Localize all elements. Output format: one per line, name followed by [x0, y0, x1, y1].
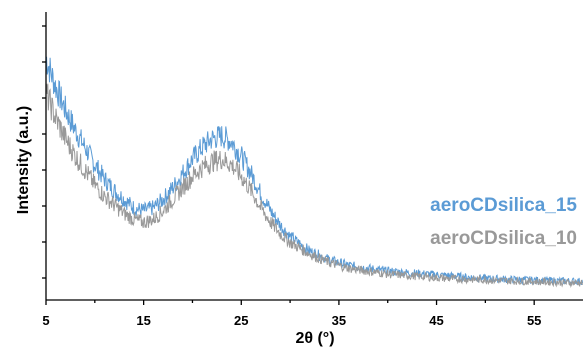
series-line-aerocdsilica-15 — [45, 56, 583, 287]
x-tick-label: 55 — [527, 313, 541, 328]
legend-label-aerocdsilica-15: aeroCDsilica_15 — [430, 195, 577, 216]
x-axis-title: 2θ (°) — [295, 330, 334, 347]
x-tick-label: 35 — [332, 313, 346, 328]
axes-layer — [42, 12, 583, 305]
series-layer — [45, 56, 583, 288]
x-tick-label: 5 — [42, 313, 49, 328]
x-tick-label: 45 — [429, 313, 443, 328]
y-axis-title: Intensity (a.u.) — [15, 106, 32, 214]
x-tick-label: 25 — [234, 313, 248, 328]
x-tick-label: 15 — [136, 313, 150, 328]
series-line-aerocdsilica-10 — [45, 83, 583, 288]
ticks-layer: 5 15 25 35 45 55 — [42, 313, 541, 328]
legend-label-aerocdsilica-10: aeroCDsilica_10 — [430, 228, 577, 249]
